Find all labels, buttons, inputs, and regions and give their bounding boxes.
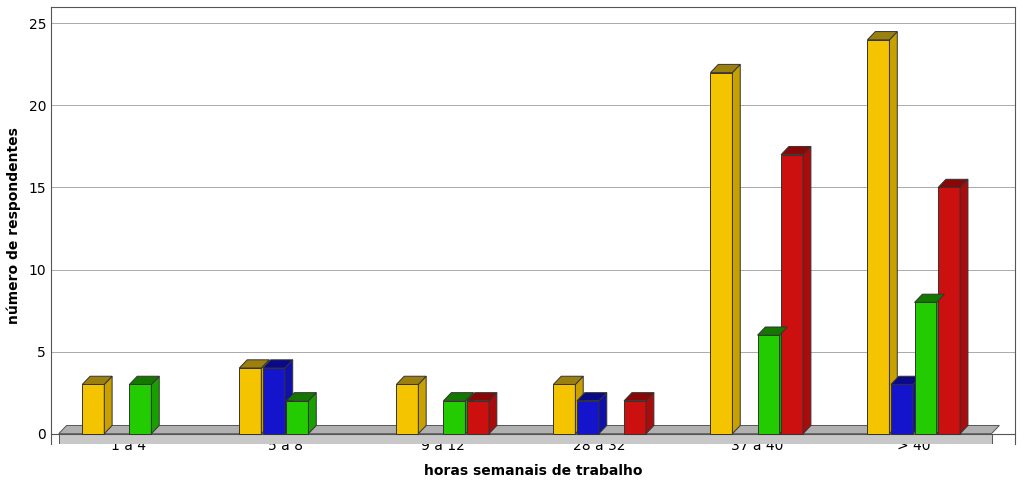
Polygon shape [781,146,810,155]
Polygon shape [646,393,654,434]
Polygon shape [803,146,810,434]
Polygon shape [575,376,584,434]
Polygon shape [418,376,426,434]
Bar [781,155,803,434]
Polygon shape [553,376,584,384]
Polygon shape [397,376,426,384]
Polygon shape [913,376,921,434]
Polygon shape [151,376,159,434]
Polygon shape [733,64,740,434]
Bar [624,401,646,434]
Polygon shape [780,327,787,434]
Polygon shape [467,393,497,401]
Bar [58,434,991,444]
Polygon shape [710,64,740,72]
X-axis label: horas semanais de trabalho: horas semanais de trabalho [424,464,642,478]
Polygon shape [130,376,159,384]
Polygon shape [757,327,787,335]
Polygon shape [889,32,897,434]
Bar [915,302,936,434]
Polygon shape [239,360,269,368]
Polygon shape [262,360,269,434]
Bar [891,384,913,434]
Polygon shape [285,360,292,434]
Polygon shape [444,393,473,401]
Polygon shape [263,360,292,368]
Bar [83,384,104,434]
Polygon shape [309,393,316,434]
Bar [577,401,599,434]
Bar [467,401,489,434]
Polygon shape [58,425,1000,434]
Polygon shape [915,294,944,302]
Bar [397,384,418,434]
Polygon shape [891,376,921,384]
Polygon shape [83,376,112,384]
Polygon shape [599,393,607,434]
Bar [239,368,262,434]
Polygon shape [624,393,654,401]
Bar [757,335,780,434]
Polygon shape [868,32,897,40]
Bar [868,40,889,434]
Polygon shape [489,393,497,434]
Polygon shape [936,294,944,434]
Polygon shape [938,179,968,188]
Polygon shape [960,179,968,434]
Bar [263,368,285,434]
Y-axis label: número de respondentes: número de respondentes [7,127,21,324]
Bar [130,384,151,434]
Bar [553,384,575,434]
Polygon shape [577,393,607,401]
Polygon shape [465,393,473,434]
Polygon shape [104,376,112,434]
Bar [938,188,960,434]
Polygon shape [286,393,316,401]
Bar [710,72,733,434]
Bar [444,401,465,434]
Bar [286,401,309,434]
